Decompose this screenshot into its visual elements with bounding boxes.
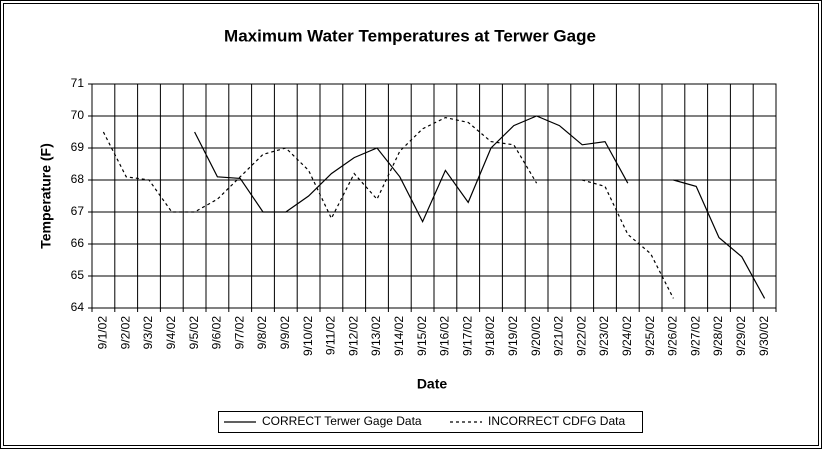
x-tick-label: 9/5/02: [187, 316, 201, 350]
chart-inner-border: [3, 3, 819, 446]
x-tick-label: 9/8/02: [255, 316, 269, 350]
x-tick-label: 9/18/02: [483, 316, 497, 356]
data-line: [194, 115, 766, 299]
x-tick-label: 9/11/02: [324, 316, 338, 355]
y-tick-label: 70: [71, 108, 85, 122]
legend-label: CORRECT Terwer Gage Data: [262, 414, 422, 428]
y-tick-label: 65: [71, 268, 85, 282]
x-tick-label: 9/28/02: [711, 316, 725, 356]
x-tick-label: 9/17/02: [460, 316, 474, 356]
x-tick-label: 9/25/02: [643, 316, 657, 356]
x-tick-label: 9/3/02: [141, 316, 155, 350]
x-tick-label: 9/27/02: [688, 316, 702, 356]
x-tick-label: 9/21/02: [552, 316, 566, 356]
x-tick-label: 9/29/02: [734, 316, 748, 356]
legend-label: INCORRECT CDFG Data: [488, 414, 625, 428]
x-tick-label: 9/15/02: [415, 316, 429, 356]
x-tick-label: 9/30/02: [757, 316, 771, 356]
x-tick-label: 9/19/02: [506, 316, 520, 356]
x-tick-label: 9/12/02: [346, 316, 360, 356]
x-tick-label: 9/14/02: [392, 316, 406, 356]
y-tick-label: 68: [71, 172, 85, 186]
x-tick-label: 9/7/02: [232, 316, 246, 350]
legend: [218, 411, 643, 433]
y-tick-label: 64: [71, 300, 85, 314]
chart-title: Maximum Water Temperatures at Terwer Gag…: [224, 26, 596, 45]
x-tick-label: 9/13/02: [369, 316, 383, 356]
y-tick-label: 67: [71, 204, 85, 218]
data-line: [102, 116, 674, 299]
x-tick-label: 9/1/02: [96, 316, 110, 350]
x-tick-label: 9/23/02: [597, 316, 611, 356]
x-tick-label: 9/9/02: [278, 316, 292, 350]
x-tick-label: 9/16/02: [438, 316, 452, 356]
x-tick-label: 9/10/02: [301, 316, 315, 356]
x-tick-label: 9/26/02: [666, 316, 680, 356]
x-tick-label: 9/6/02: [210, 316, 224, 350]
x-tick-label: 9/22/02: [574, 316, 588, 356]
x-tick-label: 9/2/02: [118, 316, 132, 350]
y-axis-label: Temperature (F): [38, 143, 54, 249]
x-tick-label: 9/24/02: [620, 316, 634, 356]
y-tick-label: 66: [71, 236, 85, 250]
x-tick-label: 9/4/02: [164, 316, 178, 350]
x-axis-label: Date: [417, 376, 448, 392]
y-tick-label: 69: [71, 140, 85, 154]
y-tick-label: 71: [71, 76, 85, 90]
x-tick-label: 9/20/02: [529, 316, 543, 356]
